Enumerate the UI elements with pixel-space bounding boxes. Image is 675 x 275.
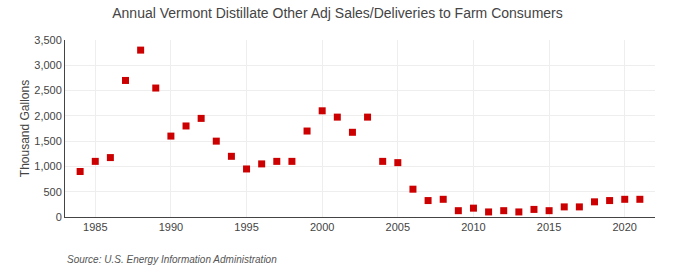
svg-text:1,500: 1,500	[34, 135, 62, 147]
svg-text:500: 500	[43, 186, 61, 198]
svg-text:1985: 1985	[83, 221, 107, 233]
svg-text:2,000: 2,000	[34, 110, 62, 122]
svg-text:2000: 2000	[310, 221, 334, 233]
svg-text:Thousand Gallons: Thousand Gallons	[18, 80, 32, 177]
svg-text:2005: 2005	[386, 221, 410, 233]
svg-text:3,500: 3,500	[34, 34, 62, 46]
svg-text:2,500: 2,500	[34, 84, 62, 96]
svg-text:Source: U.S. Energy Informatio: Source: U.S. Energy Information Administ…	[67, 254, 277, 265]
svg-text:Annual Vermont Distillate Othe: Annual Vermont Distillate Other Adj Sale…	[112, 5, 563, 21]
svg-text:1,000: 1,000	[34, 160, 62, 172]
svg-text:0: 0	[56, 211, 62, 223]
svg-text:2020: 2020	[612, 221, 636, 233]
svg-text:1990: 1990	[159, 221, 183, 233]
svg-text:3,000: 3,000	[34, 59, 62, 71]
svg-text:2015: 2015	[537, 221, 561, 233]
svg-text:1995: 1995	[234, 221, 258, 233]
svg-text:2010: 2010	[461, 221, 485, 233]
